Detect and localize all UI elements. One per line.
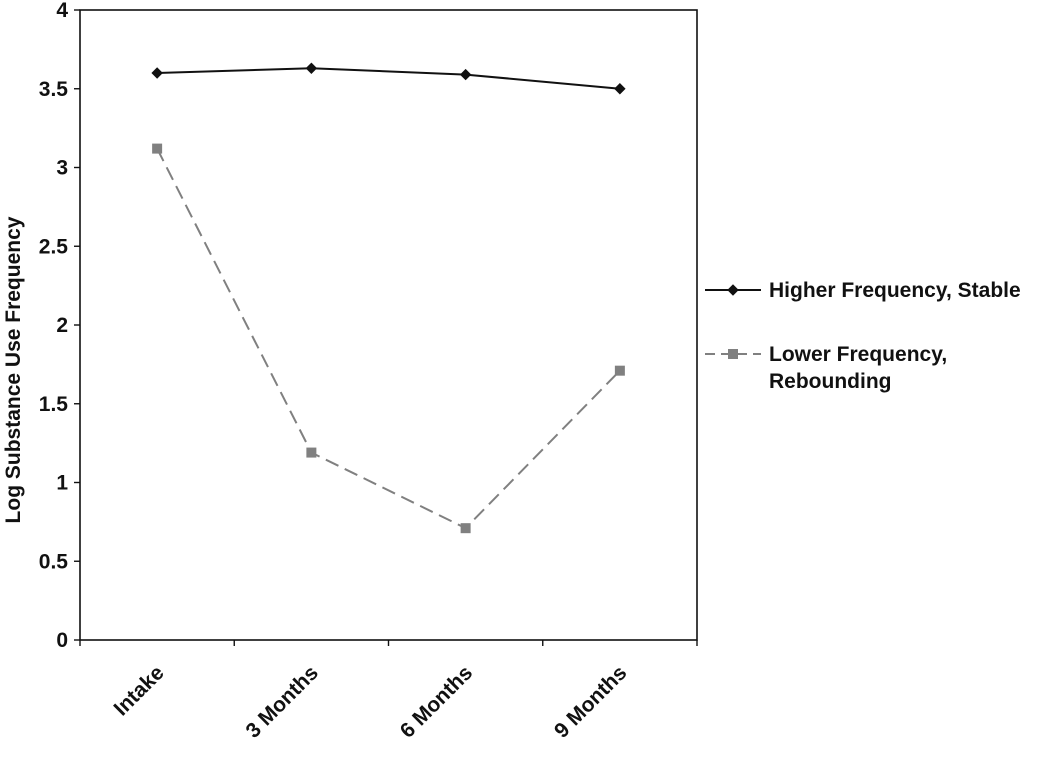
y-tick-label: 1: [56, 472, 68, 495]
data-point-marker: [151, 67, 163, 79]
data-point-marker: [460, 523, 471, 534]
y-tick-label: 4: [56, 0, 68, 22]
plot-area-frame: [79, 9, 698, 641]
data-point-marker: [152, 143, 163, 154]
series-line: [156, 148, 621, 530]
legend-marker: [728, 349, 738, 359]
data-point-marker: [305, 62, 318, 74]
data-point-marker: [306, 447, 317, 458]
legend-item-2: Lower Frequency, Rebounding: [705, 343, 947, 393]
x-tick-label: 9 Months: [550, 661, 631, 742]
legend-label: Rebounding: [769, 370, 891, 393]
x-tick-label: Intake: [109, 661, 168, 720]
data-point-marker: [459, 68, 472, 81]
legend-item-1: Higher Frequency, Stable: [705, 279, 1021, 302]
y-tick-label: 3.5: [39, 78, 69, 101]
y-tick-label: 2.5: [39, 235, 69, 258]
x-tick-label: 3 Months: [241, 661, 322, 742]
legend-label: Higher Frequency, Stable: [769, 279, 1021, 302]
series-line: [157, 67, 620, 90]
data-point-marker: [614, 83, 626, 95]
x-tick-label: 6 Months: [396, 661, 477, 742]
series-1: [151, 62, 626, 95]
y-tick-label: 0.5: [39, 550, 69, 573]
y-axis-title: Log Substance Use Frequency: [2, 216, 25, 523]
y-tick-label: 1.5: [39, 393, 69, 416]
data-point-marker: [614, 365, 625, 376]
series-2: [152, 143, 625, 534]
y-tick-label: 2: [56, 314, 68, 337]
legend-marker: [727, 284, 739, 296]
y-tick-label: 0: [56, 629, 68, 652]
y-tick-label: 3: [56, 157, 68, 180]
legend-label: Lower Frequency,: [769, 343, 947, 366]
